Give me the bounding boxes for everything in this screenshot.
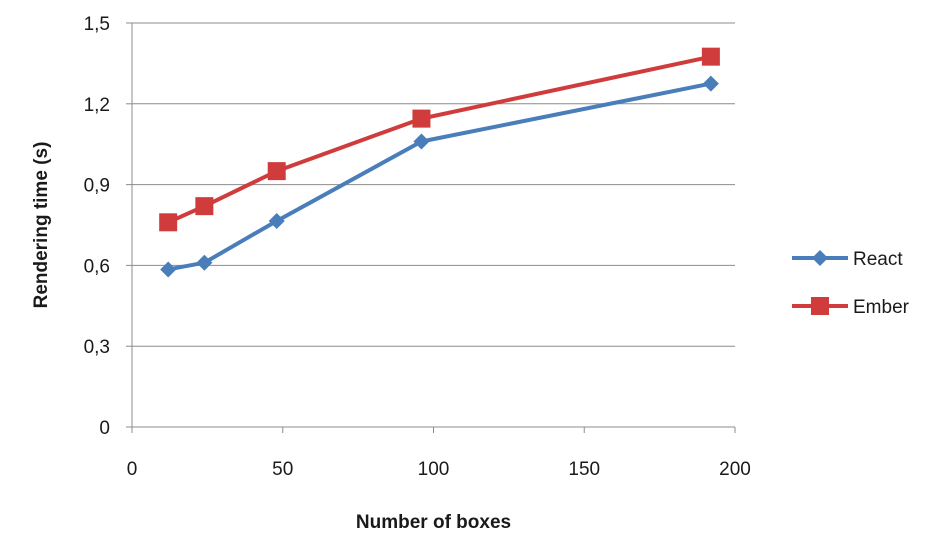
x-tick-label: 200 bbox=[719, 459, 751, 480]
y-tick-label: 1,5 bbox=[84, 14, 110, 35]
y-axis-title: Rendering time (s) bbox=[31, 142, 52, 309]
tick-labels: 0 0,3 0,6 0,9 1,2 1,5 0 50 100 150 200 bbox=[84, 14, 751, 480]
x-tick-label: 50 bbox=[272, 459, 293, 480]
series-ember bbox=[159, 47, 720, 232]
legend-item-react: React bbox=[792, 249, 903, 270]
data-point bbox=[195, 197, 214, 216]
legend-label: Ember bbox=[853, 297, 910, 318]
grid-lines bbox=[132, 22, 735, 347]
y-tick-label: 0 bbox=[99, 418, 110, 439]
x-tick-label: 0 bbox=[127, 459, 138, 480]
legend-item-ember: Ember bbox=[792, 297, 910, 318]
y-tick-label: 0,3 bbox=[84, 337, 110, 358]
data-point bbox=[701, 47, 720, 66]
x-axis-title: Number of boxes bbox=[356, 512, 511, 533]
axes bbox=[126, 22, 736, 433]
data-point bbox=[196, 254, 213, 271]
x-tick-label: 150 bbox=[568, 459, 600, 480]
legend-marker bbox=[811, 297, 829, 315]
data-point bbox=[160, 261, 177, 278]
data-point bbox=[702, 75, 719, 92]
data-point bbox=[413, 133, 430, 150]
legend-marker bbox=[812, 250, 828, 266]
y-tick-label: 0,6 bbox=[84, 256, 110, 277]
x-tick-label: 100 bbox=[418, 459, 450, 480]
series-react bbox=[160, 75, 719, 278]
data-point bbox=[268, 212, 285, 229]
data-point bbox=[412, 109, 431, 128]
series-line bbox=[167, 81, 712, 272]
data-point bbox=[267, 162, 286, 181]
legend: React Ember bbox=[792, 249, 910, 318]
y-tick-label: 0,9 bbox=[84, 176, 110, 197]
series-group bbox=[159, 47, 720, 278]
legend-label: React bbox=[853, 249, 903, 270]
data-point bbox=[159, 213, 178, 232]
y-tick-label: 1,2 bbox=[84, 95, 110, 116]
